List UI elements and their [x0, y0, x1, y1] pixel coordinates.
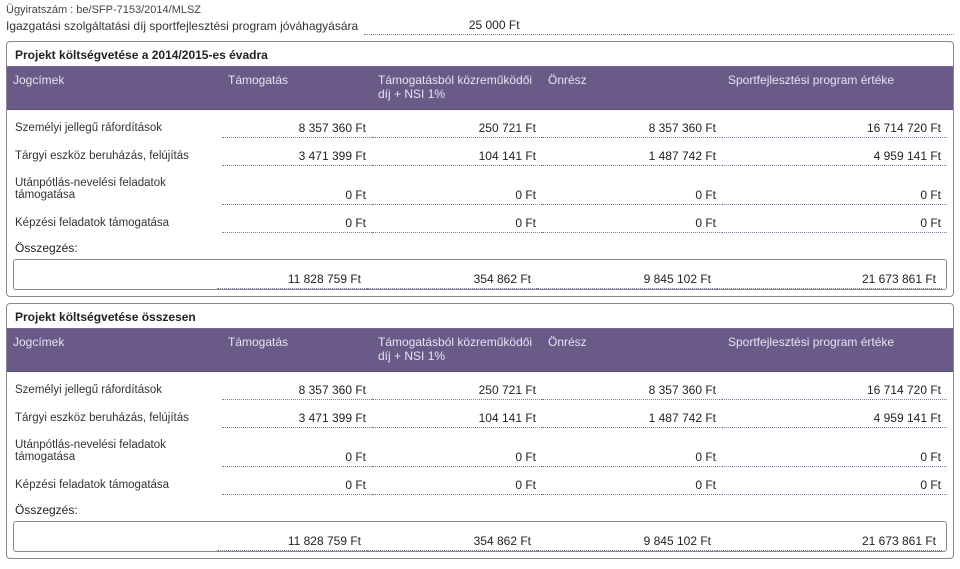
cell: 8 357 360 Ft — [542, 375, 722, 400]
cell: 104 141 Ft — [372, 403, 542, 428]
sum-cell: 21 673 861 Ft — [717, 522, 942, 551]
col-kozremukodoi: Támogatásból közreműködői díj + NSI 1% — [372, 67, 542, 109]
cell: 1 487 742 Ft — [542, 403, 722, 428]
table-row: Személyi jellegű ráfordítások 8 357 360 … — [7, 110, 953, 138]
cell: 0 Ft — [722, 180, 947, 205]
cell: 8 357 360 Ft — [542, 113, 722, 138]
cell: 0 Ft — [372, 208, 542, 233]
col-jogcimek: Jogcímek — [7, 329, 222, 357]
cell: 16 714 720 Ft — [722, 375, 947, 400]
col-jogcimek: Jogcímek — [7, 67, 222, 95]
sum-cell: 354 862 Ft — [367, 260, 537, 289]
table-header: Jogcímek Támogatás Támogatásból közreműk… — [7, 328, 953, 372]
table-row: Képzési feladatok támogatása 0 Ft 0 Ft 0… — [7, 467, 953, 495]
cell: 0 Ft — [722, 208, 947, 233]
col-kozremukodoi: Támogatásból közreműködői díj + NSI 1% — [372, 329, 542, 371]
row-label: Utánpótlás-nevelési feladatok támogatása — [13, 431, 222, 467]
cell: 0 Ft — [372, 180, 542, 205]
budget-title: Projekt költségvetése a 2014/2015-es éva… — [7, 42, 953, 66]
table-row: Tárgyi eszköz beruházás, felújítás 3 471… — [7, 138, 953, 166]
row-label: Személyi jellegű ráfordítások — [13, 114, 222, 138]
sum-cell: 11 828 759 Ft — [217, 260, 367, 289]
document-id: Ügyiratszám : be/SFP-7153/2014/MLSZ — [6, 4, 954, 16]
cell: 0 Ft — [542, 442, 722, 467]
cell: 4 959 141 Ft — [722, 403, 947, 428]
cell: 0 Ft — [222, 470, 372, 495]
col-tamogatas: Támogatás — [222, 67, 372, 95]
budget-box-2014-2015: Projekt költségvetése a 2014/2015-es éva… — [6, 41, 954, 297]
cell: 8 357 360 Ft — [222, 113, 372, 138]
cell: 8 357 360 Ft — [222, 375, 372, 400]
col-onresz: Önrész — [542, 329, 722, 357]
sum-cell: 11 828 759 Ft — [217, 522, 367, 551]
cell: 4 959 141 Ft — [722, 141, 947, 166]
cell: 3 471 399 Ft — [222, 403, 372, 428]
budget-box-total: Projekt költségvetése összesen Jogcímek … — [6, 303, 954, 559]
table-row: Személyi jellegű ráfordítások 8 357 360 … — [7, 372, 953, 400]
fee-underline — [624, 18, 954, 35]
row-label: Utánpótlás-nevelési feladatok támogatása — [13, 169, 222, 205]
sum-cell: 354 862 Ft — [367, 522, 537, 551]
cell: 0 Ft — [542, 180, 722, 205]
sum-cell: 21 673 861 Ft — [717, 260, 942, 289]
cell: 0 Ft — [222, 208, 372, 233]
page: Ügyiratszám : be/SFP-7153/2014/MLSZ Igaz… — [0, 0, 960, 569]
row-label: Képzési feladatok támogatása — [13, 471, 222, 495]
row-label: Személyi jellegű ráfordítások — [13, 376, 222, 400]
sum-cell: 9 845 102 Ft — [537, 522, 717, 551]
sum-row: 11 828 759 Ft 354 862 Ft 9 845 102 Ft 21… — [13, 259, 947, 290]
row-label: Tárgyi eszköz beruházás, felújítás — [13, 404, 222, 428]
cell: 0 Ft — [222, 180, 372, 205]
fee-value: 25 000 Ft — [364, 18, 624, 35]
cell: 16 714 720 Ft — [722, 113, 947, 138]
cell: 0 Ft — [542, 208, 722, 233]
table-row: Utánpótlás-nevelési feladatok támogatása… — [7, 166, 953, 205]
fee-line: Igazgatási szolgáltatási díj sportfejles… — [6, 18, 954, 35]
cell: 0 Ft — [722, 442, 947, 467]
table-row: Képzési feladatok támogatása 0 Ft 0 Ft 0… — [7, 205, 953, 233]
row-label: Tárgyi eszköz beruházás, felújítás — [13, 142, 222, 166]
cell: 0 Ft — [372, 470, 542, 495]
sum-label: Összegzés: — [7, 233, 953, 257]
cell: 0 Ft — [372, 442, 542, 467]
cell: 250 721 Ft — [372, 113, 542, 138]
cell: 0 Ft — [542, 470, 722, 495]
table-row: Tárgyi eszköz beruházás, felújítás 3 471… — [7, 400, 953, 428]
row-label: Képzési feladatok támogatása — [13, 209, 222, 233]
col-program-ertek: Sportfejlesztési program értéke — [722, 329, 953, 357]
cell: 3 471 399 Ft — [222, 141, 372, 166]
cell: 0 Ft — [222, 442, 372, 467]
cell: 0 Ft — [722, 470, 947, 495]
cell: 1 487 742 Ft — [542, 141, 722, 166]
table-header: Jogcímek Támogatás Támogatásból közreműk… — [7, 66, 953, 110]
cell: 104 141 Ft — [372, 141, 542, 166]
cell: 250 721 Ft — [372, 375, 542, 400]
sum-label: Összegzés: — [7, 495, 953, 519]
budget-title: Projekt költségvetése összesen — [7, 304, 953, 328]
fee-value-wrap: 25 000 Ft — [364, 18, 954, 35]
col-tamogatas: Támogatás — [222, 329, 372, 357]
fee-label: Igazgatási szolgáltatási díj sportfejles… — [6, 19, 364, 35]
col-program-ertek: Sportfejlesztési program értéke — [722, 67, 953, 95]
sum-cell: 9 845 102 Ft — [537, 260, 717, 289]
col-onresz: Önrész — [542, 67, 722, 95]
sum-row: 11 828 759 Ft 354 862 Ft 9 845 102 Ft 21… — [13, 521, 947, 552]
table-row: Utánpótlás-nevelési feladatok támogatása… — [7, 428, 953, 467]
